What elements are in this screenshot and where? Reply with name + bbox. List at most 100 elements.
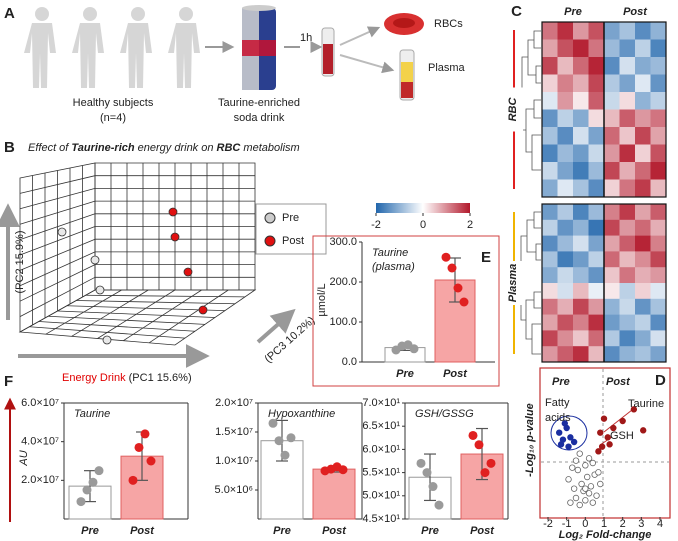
heatmap-cell bbox=[557, 204, 574, 221]
heatmap-cell bbox=[557, 179, 574, 198]
y-tick-label: 7.0×10¹ bbox=[362, 397, 400, 409]
heatmap-cell bbox=[604, 57, 620, 75]
data-point bbox=[434, 500, 444, 510]
can-icon bbox=[242, 5, 276, 90]
x-tick-label: Post bbox=[130, 525, 155, 537]
data-point bbox=[597, 429, 604, 436]
heatmap-cell bbox=[635, 92, 651, 110]
heatmap-cell bbox=[635, 267, 651, 284]
title-part: metabolism bbox=[240, 142, 299, 154]
x-tick-label: 1 bbox=[601, 518, 607, 530]
rbc-label: RBCs bbox=[434, 18, 463, 30]
grid-line-3d bbox=[19, 175, 96, 194]
data-point bbox=[606, 441, 613, 448]
heatmap-cell bbox=[588, 109, 605, 128]
heatmap-cell bbox=[619, 314, 636, 331]
colorbar-label: -2 bbox=[371, 219, 381, 231]
heatmap-cell bbox=[635, 235, 651, 252]
annotation: Taurine bbox=[628, 398, 664, 410]
heatmap-cell bbox=[604, 330, 620, 347]
chart-title: Taurine bbox=[372, 247, 408, 259]
grid-line-3d bbox=[71, 289, 149, 337]
data-point bbox=[589, 459, 596, 467]
annotation: acids bbox=[545, 412, 571, 424]
heatmap-cell bbox=[573, 179, 589, 198]
heatmap-cell bbox=[635, 57, 651, 75]
heatmap-cell bbox=[588, 219, 605, 236]
data-point bbox=[422, 468, 432, 478]
data-point bbox=[428, 482, 438, 492]
heatmap-cell bbox=[588, 346, 605, 363]
x-tick-label: Pre bbox=[396, 368, 414, 380]
chart-title: Hypoxanthine bbox=[268, 408, 335, 420]
heatmap-cell bbox=[604, 74, 620, 93]
data-point bbox=[557, 441, 565, 448]
data-point bbox=[565, 476, 572, 483]
heatmap-cell bbox=[573, 235, 589, 252]
y-axis-label: AU bbox=[18, 450, 30, 466]
heatmap-cell bbox=[588, 92, 605, 110]
title-part: RBC bbox=[217, 142, 242, 154]
heatmap-cell bbox=[619, 235, 636, 252]
data-point bbox=[576, 501, 583, 509]
heatmap-cell bbox=[635, 162, 651, 180]
heatmap-cell bbox=[650, 144, 667, 163]
heatmap-cell bbox=[650, 283, 667, 300]
pc1-part: (PC1 15.6%) bbox=[126, 372, 192, 384]
data-point bbox=[280, 450, 290, 460]
heatmap-cell bbox=[650, 267, 667, 284]
data-point bbox=[480, 468, 490, 478]
heatmap-cell bbox=[650, 74, 667, 93]
y-axis-label: µmol/L bbox=[316, 283, 328, 316]
heatmap-cell bbox=[557, 314, 574, 331]
heatmap-cell bbox=[588, 267, 605, 284]
drink-label: Taurine-enriched bbox=[218, 97, 300, 109]
title-part: energy drink on bbox=[135, 142, 217, 154]
data-point bbox=[574, 466, 582, 474]
heatmap-cell bbox=[635, 22, 651, 40]
leader-line bbox=[603, 409, 633, 433]
pc1-part: Energy Drink bbox=[62, 372, 126, 384]
title-part: Effect of bbox=[28, 142, 71, 154]
x-tick-label: 4 bbox=[657, 518, 663, 530]
data-point bbox=[600, 415, 608, 422]
heatmap-cell bbox=[542, 127, 558, 145]
data-point bbox=[582, 497, 589, 504]
heatmap-cell bbox=[619, 57, 636, 75]
heatmap-cell bbox=[557, 144, 574, 163]
heatmap-cell bbox=[573, 127, 589, 145]
heatmap-cell bbox=[650, 298, 667, 315]
data-point bbox=[268, 418, 278, 428]
data-point bbox=[585, 490, 593, 497]
heatmap-cell bbox=[604, 346, 620, 363]
heatmap-cell bbox=[557, 39, 574, 58]
data-point bbox=[630, 406, 638, 413]
error-bar bbox=[84, 470, 96, 503]
heatmap-cell bbox=[542, 298, 558, 315]
heatmap-cell bbox=[588, 179, 605, 198]
axis-arrow bbox=[256, 308, 296, 344]
heatmap-cell bbox=[573, 298, 589, 315]
plasma-tube bbox=[399, 49, 415, 101]
heatmap-cell bbox=[619, 251, 636, 268]
heatmap-cell bbox=[588, 144, 605, 163]
data-point bbox=[567, 434, 574, 441]
heatmap-cell bbox=[604, 109, 620, 128]
heatmap-cell bbox=[650, 22, 667, 40]
heatmap-cell bbox=[557, 22, 574, 40]
x-axis-label: Log₂ Fold-change bbox=[559, 529, 652, 541]
data-point bbox=[619, 417, 626, 425]
heatmap-cell bbox=[635, 74, 651, 93]
heatmap-cell bbox=[604, 39, 620, 58]
chart-title: GSH/GSSG bbox=[415, 408, 474, 420]
highlight-ring bbox=[550, 415, 588, 451]
group-label: Plasma bbox=[507, 264, 519, 303]
heatmap-cell bbox=[573, 162, 589, 180]
annotation: Pre bbox=[552, 376, 570, 388]
heatmap-cell bbox=[619, 127, 636, 145]
data-point bbox=[567, 499, 574, 506]
data-point bbox=[595, 448, 602, 455]
y-tick-label: 1.5×10⁷ bbox=[215, 426, 253, 438]
heatmap-cell bbox=[650, 251, 667, 268]
panel-letter: A bbox=[4, 5, 15, 22]
